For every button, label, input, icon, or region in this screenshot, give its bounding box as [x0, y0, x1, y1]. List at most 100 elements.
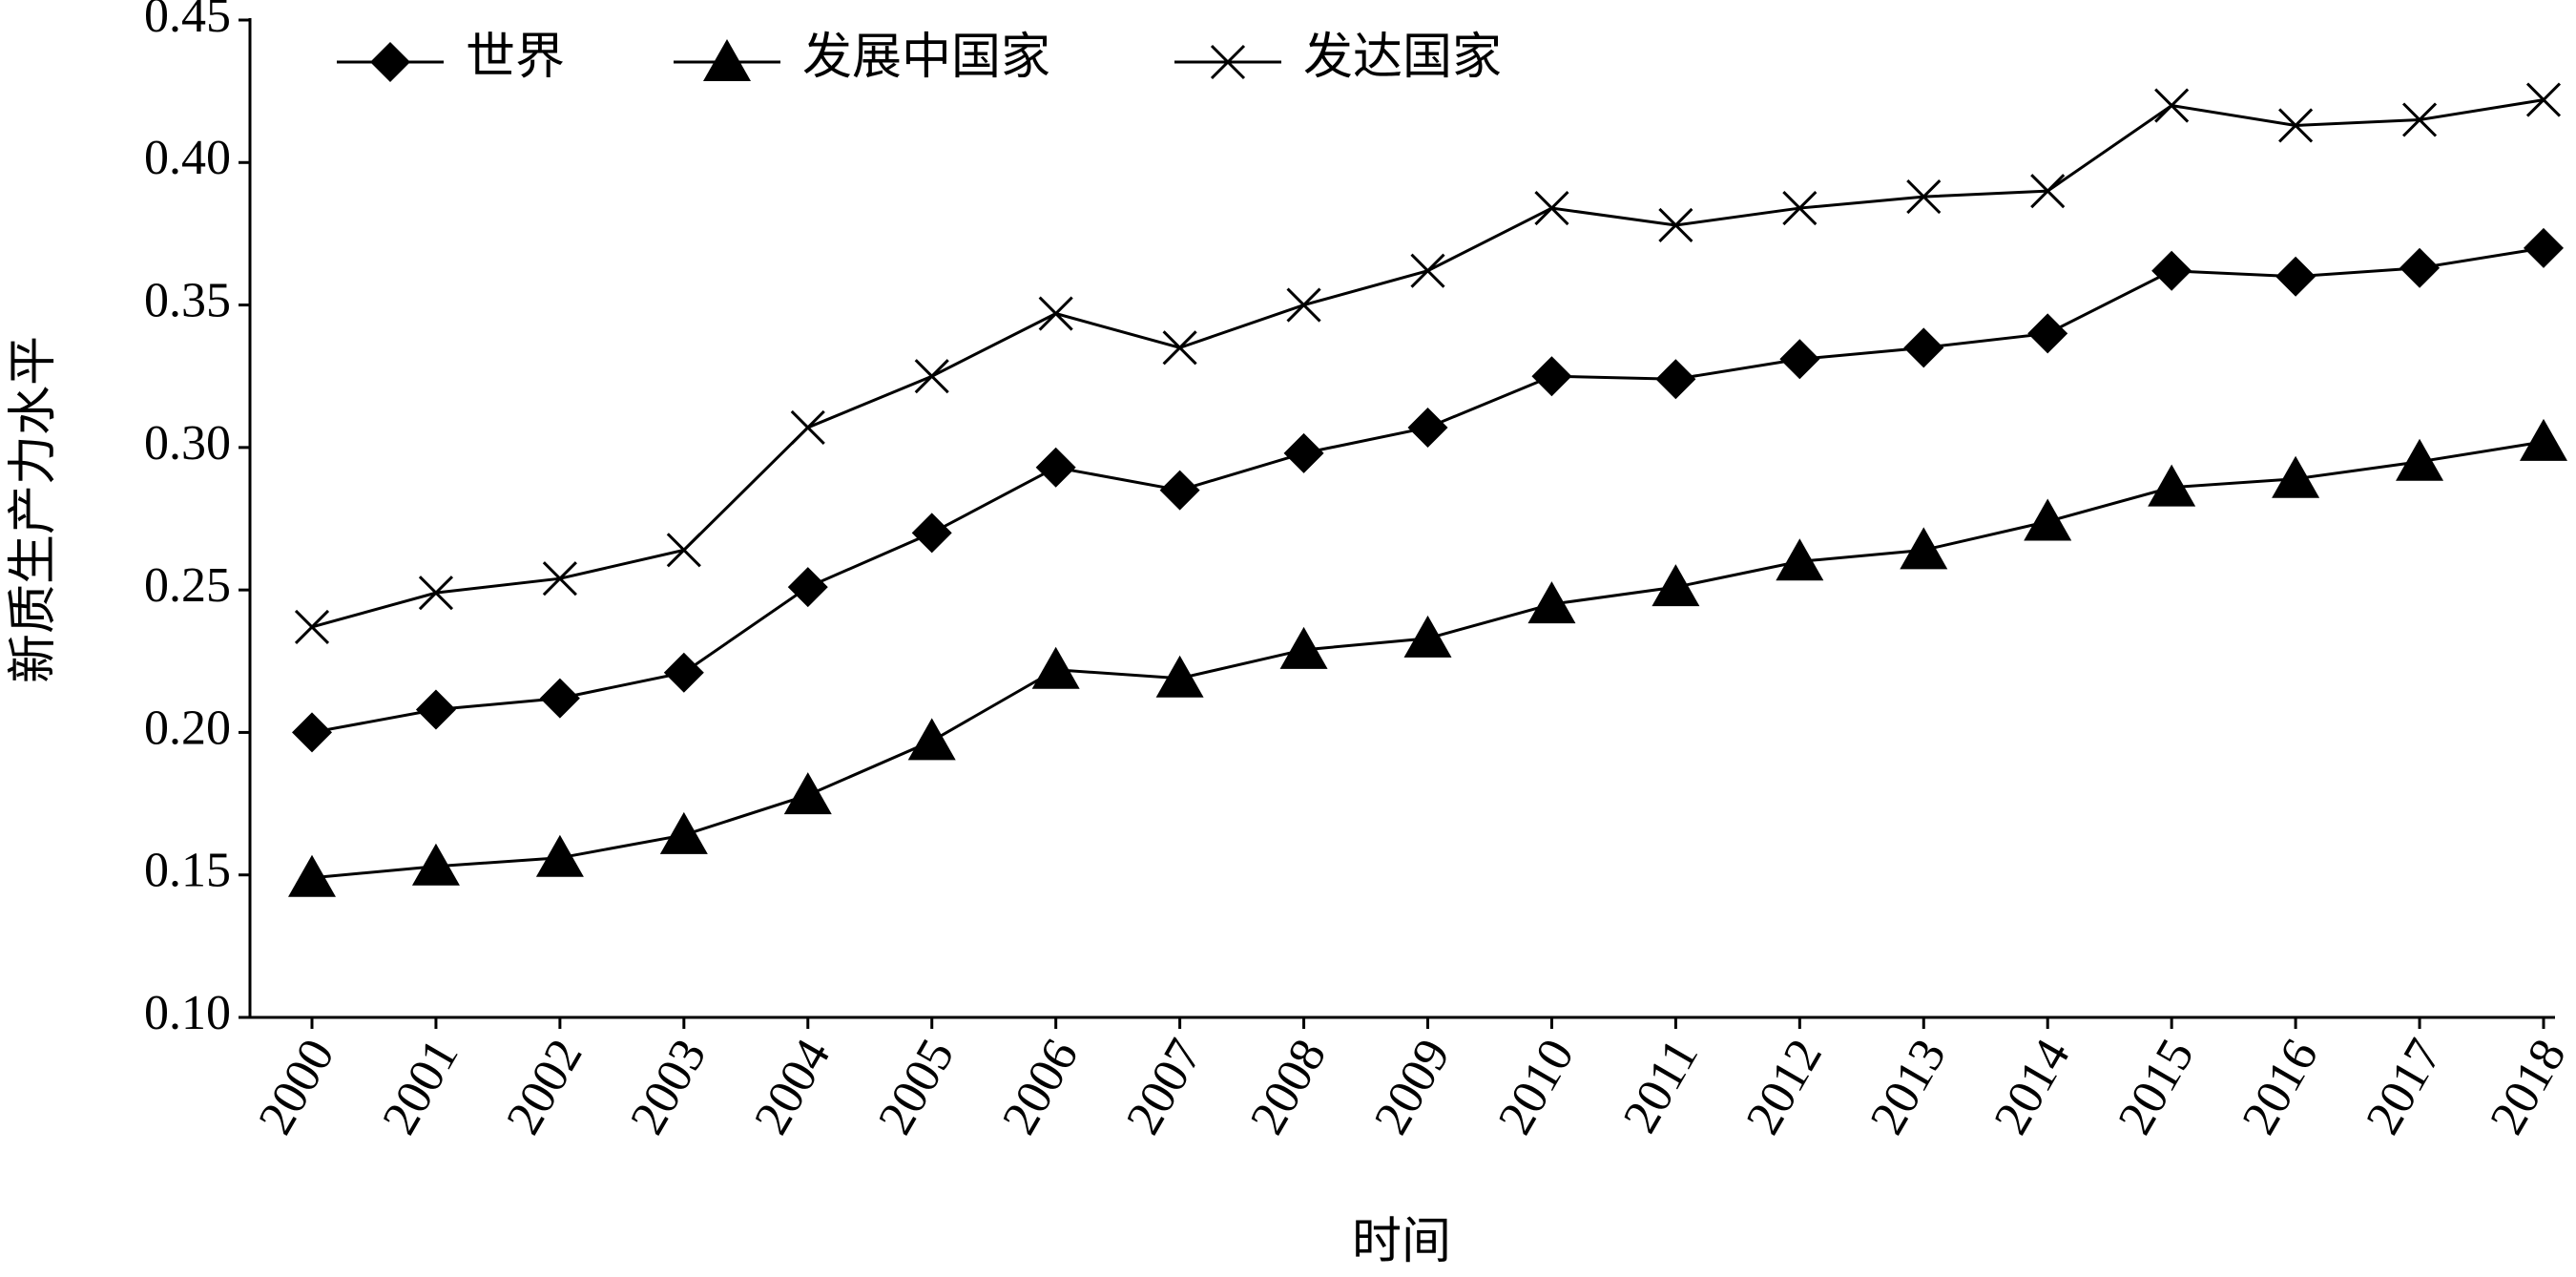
x-tick-label: 2002: [496, 1030, 592, 1143]
series-line: [311, 98, 2545, 629]
data-point: [418, 576, 454, 611]
x-tick-label: 2011: [1613, 1030, 1709, 1141]
data-point: [1655, 359, 1696, 400]
data-point: [1527, 581, 1576, 624]
data-point: [2151, 250, 2192, 291]
data-point: [1031, 646, 1080, 689]
data-point: [539, 678, 580, 719]
data-point: [783, 772, 832, 815]
data-point: [1159, 470, 1200, 511]
data-point: [1035, 447, 1076, 488]
data-point: [1410, 253, 1445, 288]
data-point: [1403, 615, 1452, 658]
y-axis-title: 新质生产力水平: [7, 336, 61, 683]
x-tick-label: 2008: [1240, 1030, 1337, 1143]
x-tick-label: 2007: [1116, 1030, 1213, 1143]
y-tick-label: 0.15: [144, 844, 231, 898]
data-point: [415, 689, 456, 730]
x-tick-label: 2013: [1860, 1030, 1957, 1143]
legend-marker: [1210, 44, 1246, 80]
data-point: [1286, 287, 1321, 323]
data-point: [1906, 179, 1942, 215]
x-tick-label: 2015: [2109, 1030, 2205, 1143]
y-tick-label: 0.40: [144, 131, 231, 185]
y-tick-label: 0.10: [144, 986, 231, 1040]
legend-marker: [370, 42, 410, 82]
legend-marker: [703, 39, 751, 81]
y-tick-label: 0.30: [144, 416, 231, 471]
x-tick-label: 2001: [372, 1030, 468, 1143]
data-point: [1038, 296, 1073, 331]
data-point: [2030, 174, 2066, 209]
x-tick-label: 2003: [620, 1030, 717, 1143]
data-point: [2275, 256, 2316, 297]
x-tick-label: 2016: [2232, 1030, 2328, 1143]
data-point: [1658, 207, 1693, 243]
data-point: [292, 712, 332, 753]
x-tick-label: 2014: [1984, 1030, 2081, 1143]
data-point: [2278, 108, 2314, 143]
data-point: [914, 359, 949, 394]
x-tick-label: 2018: [2480, 1030, 2576, 1143]
legend-item: 发展中国家: [674, 31, 1050, 85]
data-point: [1162, 330, 1197, 366]
x-tick-label: 2010: [1488, 1030, 1585, 1143]
data-point: [1531, 356, 1572, 397]
x-tick-label: 2000: [248, 1030, 344, 1143]
data-point: [535, 834, 584, 877]
data-point: [2520, 418, 2567, 461]
legend-item: 世界: [337, 31, 565, 85]
data-point: [1779, 339, 1820, 380]
data-point: [2024, 498, 2072, 541]
x-axis-title: 时间: [1352, 1215, 1451, 1269]
data-point: [1782, 190, 1818, 226]
data-point: [1903, 327, 1944, 368]
data-point: [411, 843, 460, 886]
data-point: [1279, 626, 1328, 669]
data-point: [2401, 102, 2438, 137]
y-tick-label: 0.35: [144, 274, 231, 328]
legend-label: 发展中国家: [802, 31, 1050, 85]
data-point: [2525, 82, 2562, 117]
data-point: [2154, 88, 2190, 123]
data-point: [1652, 564, 1700, 607]
data-point: [1283, 432, 1324, 473]
data-point: [911, 513, 952, 554]
data-point: [1900, 527, 1948, 570]
data-point: [2524, 227, 2564, 268]
series-line: [311, 246, 2545, 734]
data-point: [542, 561, 577, 597]
data-point: [1407, 407, 1448, 448]
data-point: [2396, 438, 2444, 481]
data-point: [907, 718, 956, 761]
x-tick-label: 2017: [2356, 1030, 2452, 1143]
data-point: [659, 811, 708, 854]
x-tick-label: 2006: [992, 1030, 1089, 1143]
x-tick-label: 2004: [744, 1030, 841, 1143]
data-point: [2148, 464, 2196, 507]
data-point: [787, 567, 828, 608]
legend-label: 发达国家: [1303, 31, 1502, 85]
series-line: [311, 440, 2545, 880]
data-point: [2027, 313, 2068, 354]
data-point: [288, 854, 336, 897]
data-point: [2399, 247, 2441, 288]
legend-label: 世界: [466, 31, 565, 85]
data-point: [666, 533, 701, 568]
data-point: [294, 609, 330, 645]
data-point: [1776, 538, 1824, 581]
data-point: [2272, 455, 2320, 498]
y-tick-label: 0.45: [144, 0, 231, 43]
x-tick-label: 2012: [1736, 1030, 1833, 1143]
x-tick-label: 2005: [868, 1030, 965, 1143]
data-point: [1155, 655, 1204, 698]
data-point: [1534, 190, 1569, 226]
y-tick-label: 0.20: [144, 701, 231, 755]
legend-item: 发达国家: [1174, 31, 1502, 85]
data-point: [663, 652, 704, 693]
y-tick-label: 0.25: [144, 558, 231, 613]
x-tick-label: 2009: [1364, 1030, 1461, 1143]
data-point: [790, 409, 825, 446]
